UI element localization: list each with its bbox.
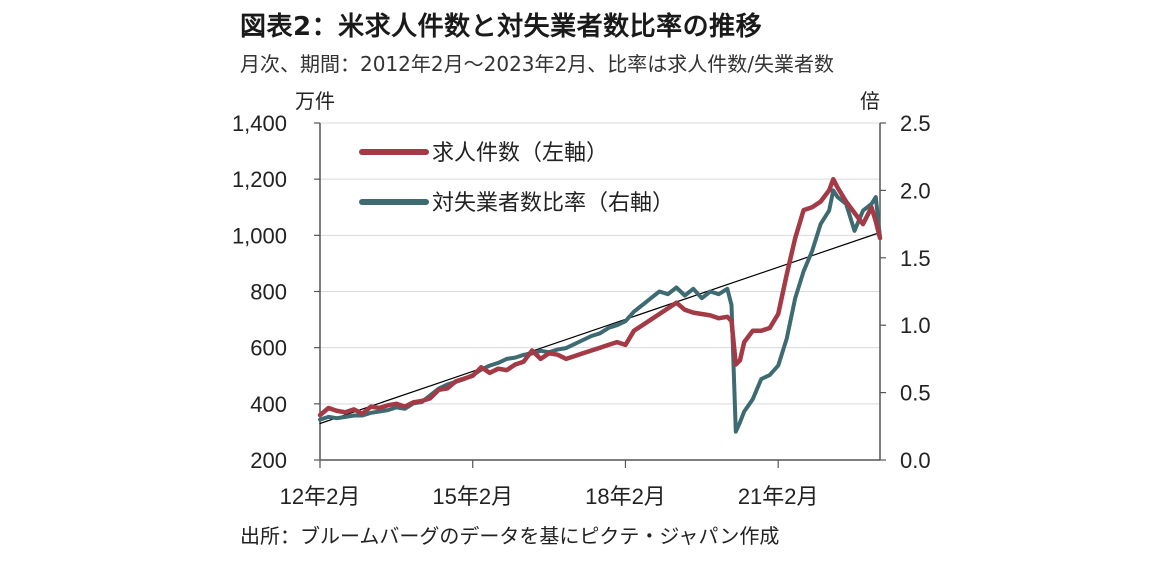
tick-labels: 200 400 600 800 1,000 1,200 1,400 0.0 0.5 1.0 1.5 2… — [232, 90, 931, 509]
left-tick-label: 400 — [250, 392, 287, 417]
right-axis-unit-label: 倍 — [860, 90, 880, 113]
right-tick-label: 2.5 — [900, 111, 931, 136]
left-tick-label: 800 — [250, 280, 287, 305]
x-tick-label: 18年2月 — [585, 484, 666, 509]
left-tick-label: 600 — [250, 336, 287, 361]
right-tick-label: 0.5 — [900, 381, 931, 406]
job_openings-series-line — [317, 176, 883, 418]
x-tick-label: 15年2月 — [432, 484, 513, 509]
gridlines — [320, 122, 880, 405]
source-note: 出所：ブルームバーグのデータを基にピクテ・ジャパン作成 — [240, 524, 780, 548]
x-tick-label: 21年2月 — [738, 484, 819, 509]
right-tick-label: 1.5 — [900, 246, 931, 271]
x-tick-label: 12年2月 — [280, 484, 361, 509]
legend-label-ratio: 対失業者数比率（右軸） — [432, 190, 674, 215]
right-tick-label: 0.0 — [900, 448, 931, 473]
legend: 求人件数（左軸） 対失業者数比率（右軸） — [359, 140, 674, 215]
right-tick-label: 2.0 — [900, 178, 931, 203]
left-tick-label: 1,200 — [232, 167, 287, 192]
legend-label-job_openings: 求人件数（左軸） — [432, 140, 608, 165]
page-title: 図表2：米求人件数と対失業者数比率の推移 — [240, 12, 763, 42]
axes — [314, 122, 886, 468]
ratio-series-line — [318, 188, 882, 434]
trend-series-line — [319, 231, 881, 425]
right-tick-label: 1.0 — [900, 313, 931, 338]
page-subtitle: 月次、期間：2012年2月～2023年2月、比率は求人件数/失業者数 — [240, 52, 834, 76]
left-tick-label: 1,000 — [232, 223, 287, 248]
left-tick-label: 1,400 — [232, 111, 287, 136]
left-axis-unit-label: 万件 — [295, 90, 335, 113]
series-lines — [317, 176, 883, 434]
left-tick-label: 200 — [250, 448, 287, 473]
